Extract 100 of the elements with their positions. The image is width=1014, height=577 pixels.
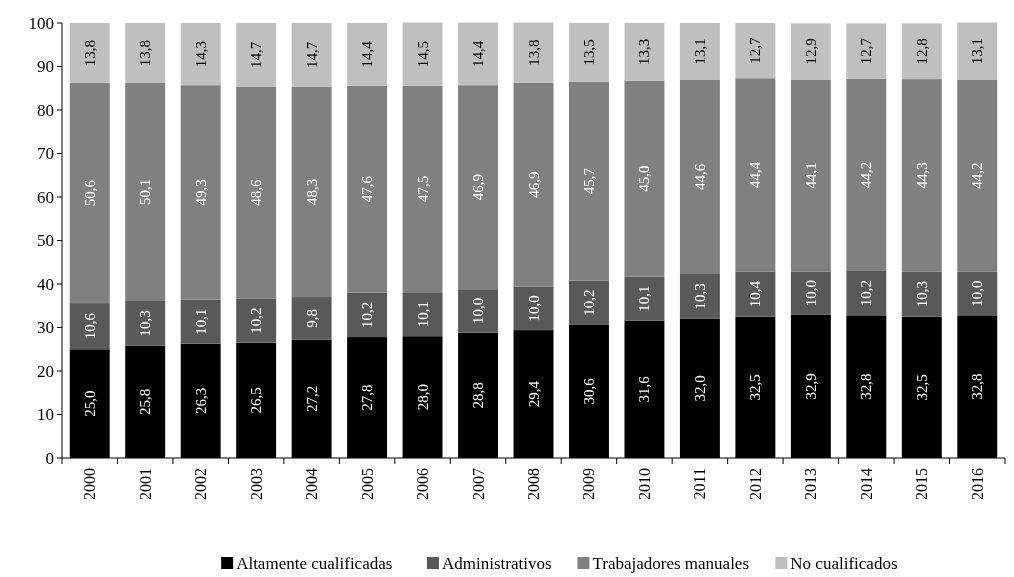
data-label: 31,6	[636, 375, 653, 403]
x-tick-label: 2014	[857, 468, 875, 500]
bar	[402, 85, 443, 293]
data-label: 27,2	[303, 385, 320, 412]
data-label: 44,6	[691, 163, 708, 191]
bar	[790, 271, 831, 315]
data-label: 13,3	[636, 38, 653, 66]
bar	[291, 23, 332, 87]
bar	[957, 271, 998, 316]
data-label: 46,9	[470, 174, 487, 201]
bar	[846, 23, 887, 79]
bar	[125, 300, 166, 346]
data-label: 44,1	[802, 162, 819, 189]
y-tick-label: 40	[37, 274, 54, 294]
bar	[69, 303, 110, 350]
bar	[957, 79, 998, 272]
bar	[901, 23, 942, 80]
data-label: 10,0	[525, 295, 542, 322]
data-label: 12,9	[802, 38, 819, 65]
data-label: 32,9	[802, 373, 819, 400]
y-tick-label: 80	[37, 100, 54, 120]
data-label: 14,4	[359, 40, 376, 68]
data-label: 48,3	[303, 178, 320, 206]
bar	[69, 23, 110, 84]
data-label: 27,8	[359, 384, 376, 411]
data-label: 13,1	[969, 37, 986, 65]
data-label: 10,3	[691, 283, 708, 310]
bar	[236, 86, 277, 299]
bar	[624, 80, 665, 277]
data-label: 50,1	[137, 178, 154, 206]
data-label: 44,4	[747, 161, 764, 188]
data-label: 10,2	[858, 280, 875, 307]
data-label: 10,2	[580, 289, 597, 316]
y-tick-label: 70	[37, 144, 54, 163]
data-label: 13,5	[580, 39, 597, 66]
bar	[569, 280, 609, 325]
bar	[291, 297, 332, 340]
bar	[236, 298, 277, 343]
bar	[347, 23, 388, 86]
data-label: 50,6	[81, 179, 98, 207]
bar	[846, 270, 887, 316]
data-label: 13,1	[691, 38, 708, 65]
x-tick-label: 2003	[247, 468, 265, 500]
bar	[679, 23, 720, 80]
data-label: 47,6	[359, 175, 376, 203]
y-tick-label: 100	[28, 13, 54, 33]
data-label: 44,3	[913, 162, 930, 189]
x-tick-label: 2010	[635, 468, 653, 500]
data-label: 46,9	[525, 171, 542, 198]
bar	[624, 23, 665, 81]
data-label: 44,2	[858, 161, 875, 188]
y-tick-label: 30	[37, 318, 54, 337]
bar	[125, 83, 166, 301]
data-label: 10,1	[636, 285, 653, 312]
data-label: 45,7	[580, 167, 597, 195]
bar	[901, 271, 942, 317]
bar	[735, 78, 776, 272]
data-label: 10,0	[470, 297, 487, 325]
data-label: 32,0	[691, 375, 708, 402]
data-label: 10,2	[248, 307, 265, 334]
x-tick-label: 2002	[192, 468, 210, 500]
data-label: 10,0	[969, 280, 986, 307]
data-label: 28,8	[470, 382, 487, 409]
y-tick-label: 0	[45, 448, 54, 468]
bar	[790, 79, 831, 272]
y-tick-label: 60	[37, 187, 54, 207]
data-label: 25,8	[137, 388, 154, 416]
legend-label: No cualificados	[790, 553, 898, 573]
bar	[69, 83, 110, 304]
data-label: 32,8	[858, 373, 875, 400]
data-label: 9,8	[303, 308, 320, 328]
data-label: 32,5	[747, 374, 764, 401]
bar	[125, 23, 166, 84]
legend-label: Administrativos	[441, 553, 552, 573]
y-tick-label: 90	[37, 57, 54, 76]
bar	[790, 23, 831, 80]
data-label: 14,7	[303, 41, 320, 69]
data-label: 29,4	[525, 380, 542, 408]
x-tick-label: 2008	[525, 468, 542, 500]
x-tick-label: 2015	[913, 468, 931, 500]
data-label: 26,5	[248, 387, 265, 414]
data-label: 13,8	[137, 39, 154, 67]
x-tick-label: 2006	[414, 468, 432, 500]
y-tick-label: 20	[37, 361, 54, 381]
bar	[735, 23, 776, 79]
x-tick-label: 2013	[802, 468, 820, 500]
bar	[901, 79, 942, 272]
data-label: 12,8	[913, 38, 930, 65]
bar	[347, 292, 388, 338]
bar	[402, 22, 443, 86]
bar	[291, 86, 332, 298]
data-label: 14,3	[192, 40, 209, 68]
data-label: 45,0	[636, 165, 653, 192]
bar	[180, 85, 221, 300]
data-label: 10,3	[137, 310, 154, 337]
y-tick-label: 50	[37, 231, 54, 250]
bar	[513, 22, 554, 83]
bar	[735, 271, 776, 317]
bar	[402, 292, 443, 337]
data-label: 32,8	[969, 373, 986, 400]
